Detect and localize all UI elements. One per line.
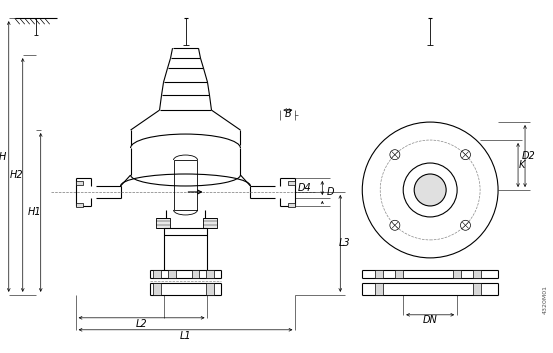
Text: 4320M01: 4320M01 <box>543 285 548 314</box>
Bar <box>168 270 175 278</box>
Bar <box>155 218 170 228</box>
Text: H1: H1 <box>28 208 41 217</box>
Bar <box>204 218 217 228</box>
Text: K: K <box>519 160 525 170</box>
Bar <box>473 283 481 295</box>
Bar <box>76 203 82 207</box>
Bar <box>76 181 82 185</box>
Text: L2: L2 <box>135 319 148 329</box>
Bar <box>288 203 295 207</box>
Circle shape <box>414 174 446 206</box>
Bar <box>206 283 215 295</box>
Bar <box>206 270 215 278</box>
Bar <box>191 270 200 278</box>
Bar <box>288 181 295 185</box>
Text: DN: DN <box>423 315 437 325</box>
Text: L3: L3 <box>338 238 350 249</box>
Text: H: H <box>0 151 7 162</box>
Bar <box>473 270 481 278</box>
Bar <box>375 270 383 278</box>
Bar <box>453 270 461 278</box>
Bar <box>153 283 160 295</box>
Text: H2: H2 <box>10 170 24 180</box>
Text: L1: L1 <box>180 331 191 341</box>
Text: B: B <box>284 109 291 119</box>
Text: D2: D2 <box>522 151 536 161</box>
Text: D: D <box>327 187 334 197</box>
Bar <box>174 160 197 210</box>
Bar <box>375 283 383 295</box>
Text: D4: D4 <box>298 183 311 193</box>
Bar <box>153 270 160 278</box>
Bar <box>395 270 403 278</box>
